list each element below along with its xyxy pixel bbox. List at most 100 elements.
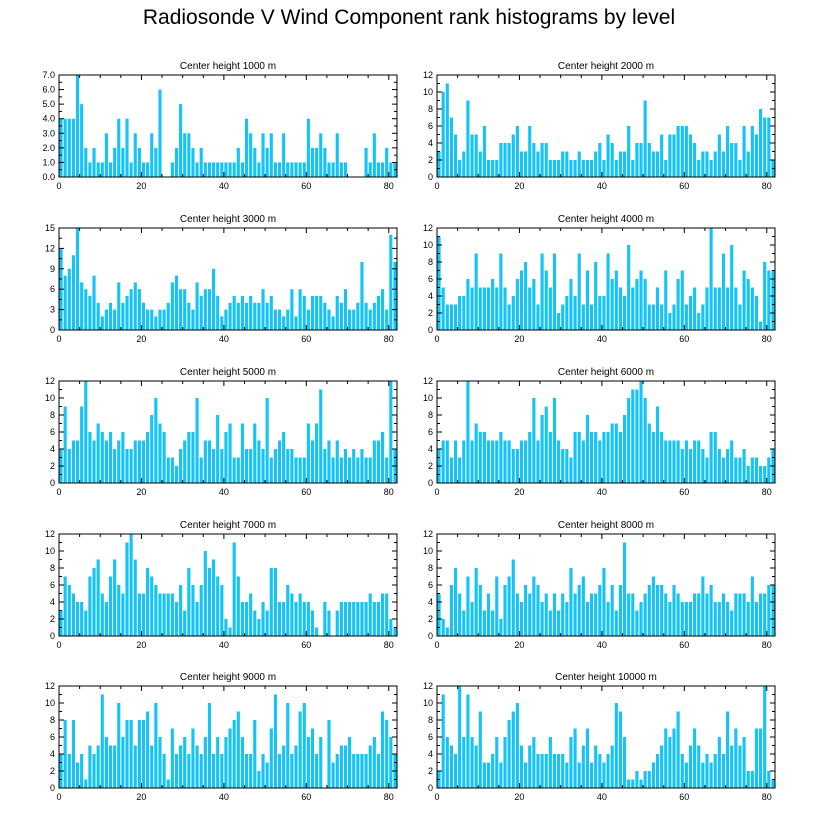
histogram-bar (614, 270, 618, 330)
histogram-bar (141, 593, 146, 636)
histogram-bar (368, 162, 372, 177)
histogram-bar (548, 287, 552, 330)
histogram-bar (207, 568, 212, 636)
x-tick-label: 60 (679, 640, 689, 650)
histogram-bar (133, 282, 137, 330)
x-tick-label: 60 (301, 181, 311, 191)
histogram-bar (561, 593, 565, 636)
histogram-bar (228, 302, 232, 330)
y-tick-label: 2 (428, 155, 433, 165)
histogram-bar (220, 449, 224, 483)
histogram-bar (532, 576, 536, 636)
histogram-bar (199, 457, 203, 483)
panel-title: Center height 9000 m (180, 672, 276, 683)
histogram-bar (734, 287, 738, 330)
histogram-bar (590, 304, 594, 330)
histogram-bar (643, 279, 647, 330)
histogram-bar (664, 593, 668, 636)
histogram-bar (343, 745, 348, 788)
histogram-bar (585, 415, 590, 483)
histogram-bar (92, 275, 96, 330)
histogram-bar (734, 143, 738, 177)
histogram-bar (759, 728, 763, 788)
histogram-bar (614, 160, 618, 177)
histogram-bar (676, 440, 680, 483)
histogram-bar (75, 762, 80, 788)
histogram-bar (269, 457, 273, 483)
histogram-bar (515, 593, 519, 636)
histogram-bar (577, 432, 581, 483)
histogram-bar (179, 585, 183, 636)
histogram-bar (84, 147, 88, 177)
histogram-bar (84, 289, 88, 330)
histogram-bar (495, 440, 499, 483)
histogram-bar (474, 253, 478, 330)
histogram-bar (449, 745, 453, 788)
y-tick-label: 12 (423, 681, 433, 691)
histogram-bar (548, 432, 552, 483)
histogram-bar (664, 160, 668, 177)
histogram-bar (602, 296, 606, 330)
histogram-bar (466, 279, 470, 330)
histogram-bar (146, 711, 150, 788)
histogram-bar (319, 389, 323, 483)
histogram-bar (693, 143, 697, 177)
histogram-bar (721, 253, 726, 330)
histogram-bar (323, 302, 327, 330)
histogram-bar (655, 754, 660, 788)
histogram-bar (742, 593, 746, 636)
x-tick-label: 0 (56, 792, 61, 802)
histogram-bar (187, 302, 191, 330)
histogram-bar (331, 457, 335, 483)
y-tick-label: 10 (45, 393, 55, 403)
panel-title: Center height 10000 m (555, 672, 657, 683)
histogram-bar (651, 304, 655, 330)
histogram-bar (763, 686, 767, 788)
histogram-bar (672, 304, 676, 330)
histogram-bar (224, 737, 228, 788)
histogram-bar (552, 398, 557, 483)
histogram-bar (232, 162, 236, 177)
histogram-bar (113, 147, 117, 177)
histogram-bar (478, 151, 482, 177)
histogram-bar (154, 147, 158, 177)
histogram-bar (352, 754, 356, 788)
histogram-bar (639, 381, 643, 483)
histogram-bar (470, 287, 474, 330)
histogram-bar (244, 602, 249, 636)
x-tick-label: 0 (434, 487, 439, 497)
histogram-bar (655, 585, 660, 636)
histogram-bar (63, 576, 67, 636)
histogram-bar (67, 268, 71, 330)
histogram-bar (364, 602, 368, 636)
histogram-bar (458, 296, 462, 330)
histogram-bar (212, 449, 216, 483)
histogram-bar (544, 143, 548, 177)
y-tick-label: 6 (428, 427, 433, 437)
histogram-bar (80, 406, 84, 483)
histogram-bar (754, 134, 759, 177)
histogram-bar (606, 134, 610, 177)
histogram-bar (532, 143, 536, 177)
histogram-bar (113, 745, 117, 788)
histogram-bar (528, 593, 532, 636)
histogram-bar (730, 610, 734, 636)
histogram-bar (478, 432, 482, 483)
histogram-bar (207, 703, 212, 788)
histogram-bar (688, 745, 693, 788)
histogram-bar (71, 255, 75, 330)
x-tick-label: 20 (514, 640, 524, 650)
histogram-bar (536, 151, 540, 177)
histogram-bar (524, 762, 528, 788)
histogram-bar (721, 593, 726, 636)
histogram-bar (88, 745, 92, 788)
histogram-bar (594, 262, 598, 330)
y-tick-label: 0 (428, 325, 433, 335)
histogram-bar (310, 440, 315, 483)
histogram-bar (486, 593, 491, 636)
histogram-bar (651, 432, 655, 483)
histogram-bar (507, 720, 511, 788)
histogram-bar (269, 568, 273, 636)
histogram-bar (573, 160, 577, 177)
histogram-bar (249, 133, 253, 177)
